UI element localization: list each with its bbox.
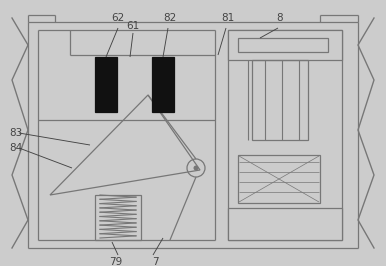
Bar	[95, 195, 141, 240]
Bar	[228, 30, 342, 240]
Text: 79: 79	[109, 257, 123, 266]
Text: 84: 84	[9, 143, 23, 153]
Text: 61: 61	[126, 21, 140, 31]
Bar	[238, 155, 320, 203]
Bar	[252, 60, 308, 140]
Text: 82: 82	[163, 13, 177, 23]
Bar	[238, 38, 328, 52]
Text: 7: 7	[152, 257, 158, 266]
Circle shape	[193, 165, 198, 171]
Text: 81: 81	[222, 13, 235, 23]
Bar	[95, 57, 117, 112]
Bar	[152, 57, 174, 112]
Bar	[228, 30, 342, 60]
Text: 62: 62	[112, 13, 125, 23]
Text: 8: 8	[277, 13, 283, 23]
Bar	[228, 208, 342, 240]
Text: 83: 83	[9, 128, 23, 138]
